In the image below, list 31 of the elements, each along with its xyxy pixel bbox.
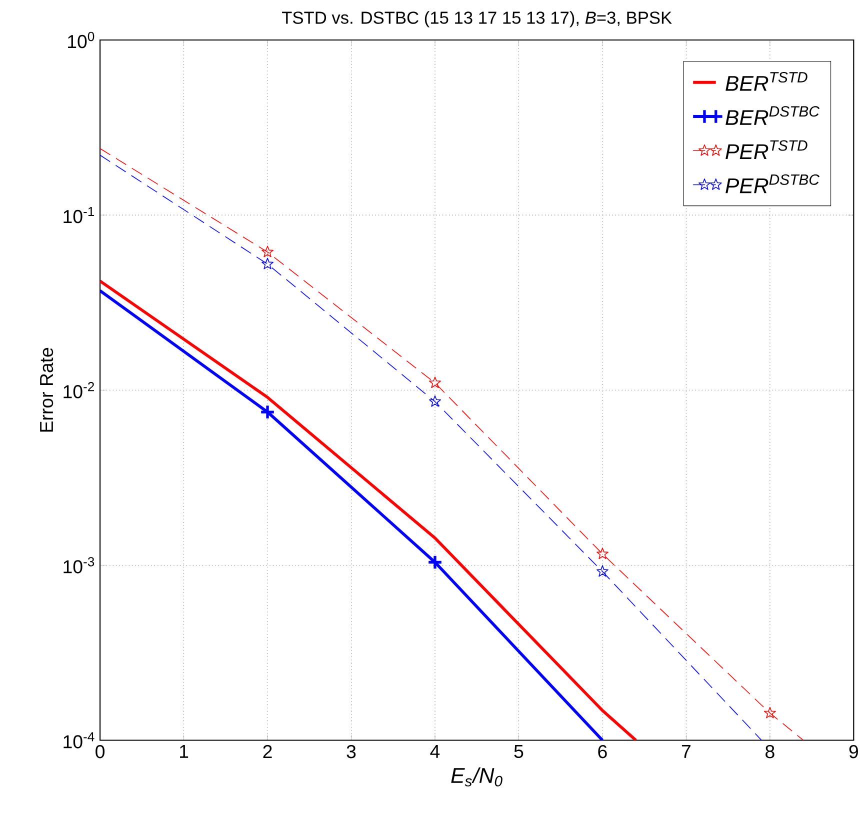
chart-title: TSTD vs. DSTBC (15 13 17 15 13 17), B=3, BPSK <box>282 10 672 28</box>
x-tick-label: 4 <box>430 744 440 758</box>
x-axis-title: E$_{s}$/N$_{0}$ <box>451 767 502 786</box>
x-tick-label: 7 <box>682 744 690 758</box>
point <box>260 404 276 420</box>
y-tick-label: 10$^{-2}$ <box>64 382 94 398</box>
point <box>596 548 608 559</box>
legend-label: BER$^{TSTD}$ <box>726 72 808 91</box>
point <box>262 258 274 270</box>
point <box>429 376 441 388</box>
x-tick-label: 1 <box>180 744 188 758</box>
x-tick-label: 6 <box>598 744 607 758</box>
point <box>427 554 443 570</box>
y-tick-label: 10$^{0}$ <box>68 32 94 48</box>
x-tick-label: 9 <box>849 744 858 758</box>
point <box>262 246 274 258</box>
y-tick-label: 10$^{-4}$ <box>64 732 94 748</box>
legend-label: PER$^{DSTBC}$ <box>726 174 820 194</box>
y-tick-label: 10$^{-3}$ <box>64 556 94 574</box>
legend-label: BER$^{DSTBC}$ <box>726 106 820 125</box>
x-tick-label: 2 <box>263 744 272 758</box>
y-tick-label: 10$^{-1}$ <box>64 206 94 224</box>
y-axis-title: Error Rate <box>40 348 54 432</box>
x-tick-label: 5 <box>514 744 524 758</box>
x-tick-label: 0 <box>96 744 105 758</box>
point <box>429 395 441 407</box>
x-tick-label: 8 <box>766 744 774 758</box>
x-tick-label: 3 <box>346 744 356 758</box>
legend-label: PER$^{TSTD}$ <box>726 140 808 159</box>
point <box>764 706 776 718</box>
point <box>596 565 608 577</box>
